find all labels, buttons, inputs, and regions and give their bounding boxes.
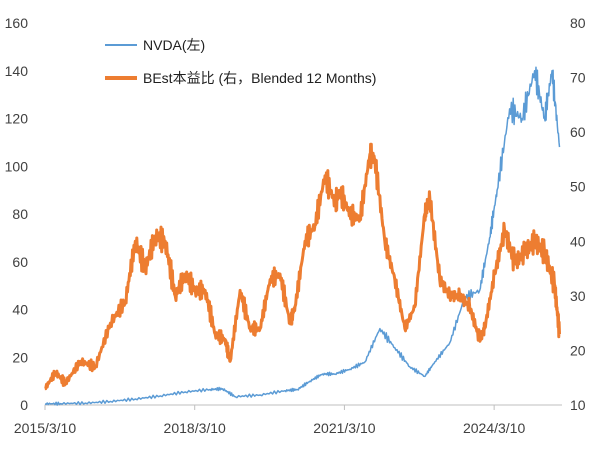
right-tick-label: 60 xyxy=(570,124,586,140)
left-tick-label: 0 xyxy=(20,397,28,413)
x-tick-label: 2021/3/10 xyxy=(313,420,375,436)
x-tick-label: 2015/3/10 xyxy=(14,420,76,436)
series-line-pe-ratio xyxy=(44,142,561,391)
legend-label-pe-ratio: BEst本益比 (右，Blended 12 Months) xyxy=(143,70,376,86)
left-tick-label: 160 xyxy=(5,15,29,31)
series-line-nvda xyxy=(44,66,561,406)
right-axis-ticks: 10 20 30 40 50 60 70 80 xyxy=(570,15,586,413)
left-axis-ticks: 0 20 40 60 80 100 120 140 160 xyxy=(5,15,29,413)
left-tick-label: 80 xyxy=(12,206,28,222)
left-tick-label: 20 xyxy=(12,349,28,365)
left-tick-label: 100 xyxy=(5,158,29,174)
right-tick-label: 80 xyxy=(570,15,586,31)
right-tick-label: 40 xyxy=(570,233,586,249)
legend-label-nvda: NVDA(左) xyxy=(143,37,205,53)
x-axis-ticks: 2015/3/10 2018/3/10 2021/3/10 2024/3/10 xyxy=(14,405,525,436)
x-tick-label: 2018/3/10 xyxy=(164,420,226,436)
right-tick-label: 50 xyxy=(570,179,586,195)
left-tick-label: 40 xyxy=(12,302,28,318)
right-tick-label: 10 xyxy=(570,397,586,413)
left-tick-label: 120 xyxy=(5,111,29,127)
right-tick-label: 20 xyxy=(570,342,586,358)
left-tick-label: 140 xyxy=(5,63,29,79)
x-tick-label: 2024/3/10 xyxy=(463,420,525,436)
right-tick-label: 30 xyxy=(570,288,586,304)
legend: NVDA(左) BEst本益比 (右，Blended 12 Months) xyxy=(105,37,376,86)
left-tick-label: 60 xyxy=(12,254,28,270)
right-tick-label: 70 xyxy=(570,70,586,86)
